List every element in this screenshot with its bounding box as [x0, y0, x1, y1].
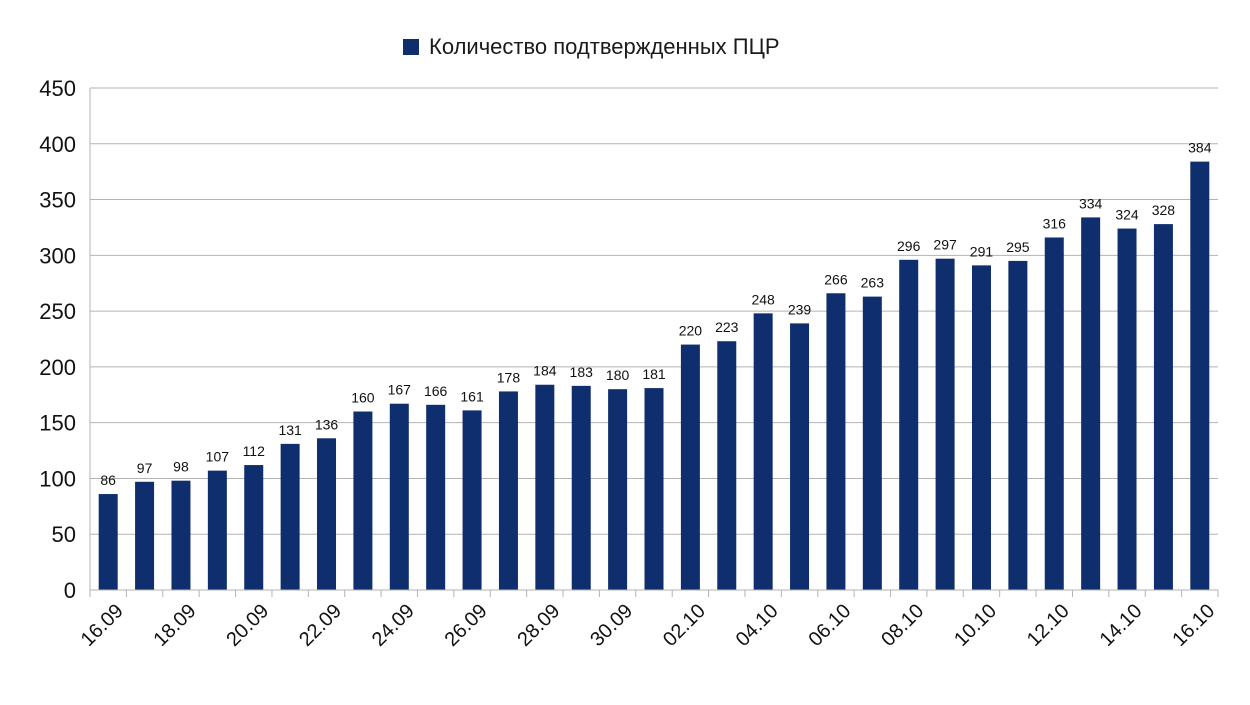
bar [207, 470, 227, 590]
x-tick-label: 04.10 [732, 600, 783, 651]
bar [971, 265, 991, 590]
y-tick-label: 250 [39, 299, 76, 324]
x-tick-label: 26.09 [441, 600, 492, 651]
x-tick-label: 16.10 [1168, 600, 1219, 651]
bar [680, 344, 700, 590]
bars [98, 161, 1210, 591]
data-label: 334 [1079, 195, 1103, 211]
bar [571, 385, 591, 590]
y-tick-label: 300 [39, 243, 76, 268]
x-tick-label: 28.09 [513, 600, 564, 651]
data-labels: 86 97 98 107 112 131 136 160 167 166 161 178 184 183 1… [100, 140, 1211, 488]
x-tick-label: 08.10 [877, 600, 928, 651]
data-label: 248 [751, 291, 775, 307]
data-label: 184 [533, 363, 557, 379]
bar [98, 494, 118, 590]
y-tick-label: 0 [64, 578, 76, 603]
chart-legend: Количество подтвержденных ПЦР [403, 34, 780, 60]
x-tick-label: 14.10 [1096, 600, 1147, 651]
y-tick-label: 100 [39, 466, 76, 491]
data-label: 239 [788, 301, 812, 317]
bar [498, 391, 518, 590]
bar [244, 465, 264, 590]
data-label: 86 [100, 472, 116, 488]
bar [426, 404, 446, 590]
data-label: 223 [715, 319, 739, 335]
bar [135, 481, 155, 590]
bar [462, 410, 482, 590]
bar [280, 443, 300, 590]
legend-label: Количество подтвержденных ПЦР [429, 34, 780, 59]
x-tick-label: 12.10 [1023, 600, 1074, 651]
x-tick-label: 10.10 [950, 600, 1001, 651]
data-label: 295 [1006, 239, 1030, 255]
bar [753, 313, 773, 590]
data-label: 266 [824, 271, 848, 287]
bar [935, 258, 955, 590]
bar [790, 323, 810, 590]
bar [608, 389, 628, 590]
y-tick-label: 350 [39, 188, 76, 213]
data-label: 112 [243, 443, 266, 459]
bar [535, 384, 555, 590]
data-label: 160 [351, 390, 375, 406]
bar [1008, 260, 1028, 590]
data-label: 161 [460, 388, 484, 404]
bar [353, 411, 373, 590]
x-tick-label: 24.09 [368, 600, 419, 651]
data-label: 167 [388, 382, 412, 398]
y-tick-label: 150 [39, 411, 76, 436]
bar [717, 341, 737, 590]
x-tick-label: 22.09 [295, 600, 346, 651]
y-tick-label: 450 [39, 76, 76, 101]
y-tick-label: 50 [52, 522, 76, 547]
bar [1044, 237, 1064, 591]
x-tick-label: 06.10 [805, 600, 856, 651]
x-tick-label: 16.09 [77, 600, 128, 651]
data-label: 136 [315, 416, 339, 432]
axes [89, 88, 1219, 597]
data-label: 97 [137, 460, 153, 476]
data-label: 316 [1043, 215, 1067, 231]
data-label: 220 [679, 323, 703, 339]
y-axis-ticks: 0 50 100 150 200 250 300 350 400 450 [39, 76, 76, 603]
data-label: 183 [570, 364, 594, 380]
data-label: 384 [1188, 140, 1212, 156]
data-label: 291 [970, 243, 994, 259]
bar [1117, 228, 1137, 590]
legend-swatch [403, 39, 419, 55]
y-tick-label: 200 [39, 355, 76, 380]
bar [1081, 217, 1101, 590]
data-label: 98 [173, 459, 189, 475]
data-label: 297 [933, 237, 957, 253]
x-tick-label: 02.10 [659, 600, 710, 651]
data-label: 166 [424, 383, 448, 399]
bar [317, 438, 337, 590]
data-label: 107 [206, 449, 230, 465]
x-tick-label: 18.09 [150, 600, 201, 651]
bar [1153, 224, 1173, 590]
data-label: 178 [497, 369, 521, 385]
x-tick-label: 30.09 [586, 600, 637, 651]
bar [826, 293, 846, 590]
data-label: 296 [897, 238, 921, 254]
data-label: 131 [278, 422, 302, 438]
bar [899, 259, 919, 590]
bar [389, 403, 409, 590]
data-label: 263 [861, 275, 885, 291]
bar [171, 480, 191, 590]
data-label: 181 [642, 366, 666, 382]
x-tick-label: 20.09 [222, 600, 273, 651]
data-label: 328 [1152, 202, 1176, 218]
data-label: 180 [606, 367, 630, 383]
bar [644, 388, 664, 590]
bar [1190, 161, 1210, 591]
data-label: 324 [1115, 207, 1139, 223]
x-axis-ticks: 16.09 18.09 20.09 22.09 24.09 26.09 28.09 30.09… [77, 600, 1220, 651]
bar [862, 296, 882, 590]
y-tick-label: 400 [39, 132, 76, 157]
